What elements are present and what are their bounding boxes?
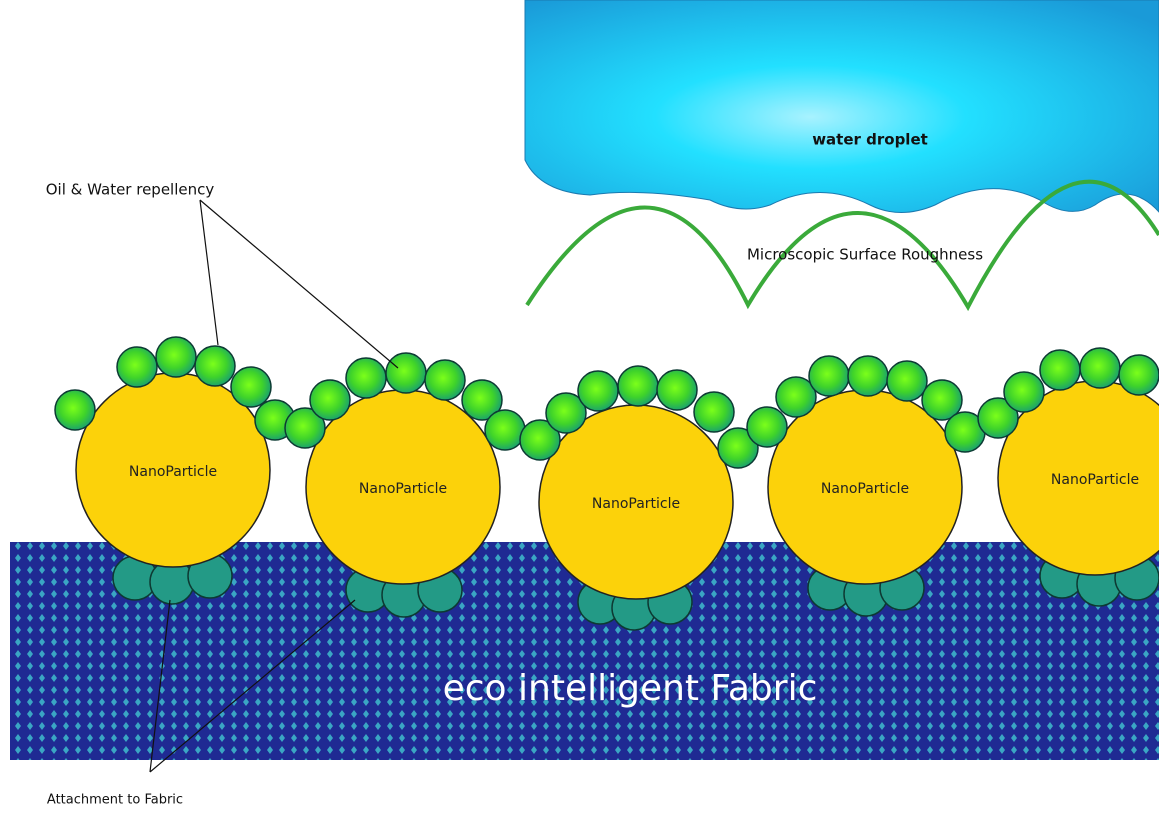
repellent-group bbox=[746, 406, 788, 448]
callout-line bbox=[199, 199, 399, 369]
repellent-group bbox=[886, 360, 928, 402]
repellent-group bbox=[577, 370, 619, 412]
repellent-group bbox=[656, 369, 698, 411]
particles: NanoParticle NanoParticle NanoParticle Nano… bbox=[54, 336, 1159, 631]
repellent-group bbox=[309, 379, 351, 421]
repellent-group bbox=[519, 419, 561, 461]
nanoparticle-label: NanoParticle bbox=[129, 464, 217, 480]
repellent-group bbox=[545, 392, 587, 434]
nanoparticle-label: NanoParticle bbox=[359, 481, 447, 497]
water-droplet bbox=[524, 0, 1159, 213]
repellent-group bbox=[775, 376, 817, 418]
repellent-group bbox=[155, 336, 197, 378]
repellent-group bbox=[693, 391, 735, 433]
attachment-label: Attachment to Fabric bbox=[47, 793, 183, 808]
repellent-group bbox=[385, 352, 427, 394]
repellent-group bbox=[54, 389, 96, 431]
nanoparticle-label: NanoParticle bbox=[821, 481, 909, 497]
repellent-group bbox=[1118, 354, 1159, 396]
repellent-group bbox=[1003, 371, 1045, 413]
roughness-line bbox=[525, 179, 1159, 312]
repellent-group bbox=[116, 346, 158, 388]
repellent-group bbox=[484, 409, 526, 451]
repellent-group bbox=[284, 407, 326, 449]
repellency-label: Oil & Water repellency bbox=[46, 181, 215, 199]
repellent-group bbox=[230, 366, 272, 408]
repellent-group bbox=[717, 427, 759, 469]
repellent-group bbox=[461, 379, 503, 421]
repellent-group bbox=[345, 357, 387, 399]
roughness-label: Microscopic Surface Roughness bbox=[747, 246, 983, 264]
repellent-group bbox=[194, 345, 236, 387]
repellent-group bbox=[977, 397, 1019, 439]
repellent-group bbox=[1039, 349, 1081, 391]
repellent-group bbox=[921, 379, 963, 421]
repellent-group bbox=[808, 355, 850, 397]
callout-line bbox=[149, 599, 356, 773]
repellent-group bbox=[424, 359, 466, 401]
nanoparticle-label: NanoParticle bbox=[1051, 472, 1139, 488]
fabric-label: eco intelligent Fabric bbox=[443, 668, 818, 709]
repellent-group bbox=[617, 365, 659, 407]
repellent-group bbox=[847, 355, 889, 397]
repellent-group bbox=[1079, 347, 1121, 389]
nanoparticle-label: NanoParticle bbox=[592, 496, 680, 512]
droplet-label: water droplet bbox=[812, 131, 928, 149]
